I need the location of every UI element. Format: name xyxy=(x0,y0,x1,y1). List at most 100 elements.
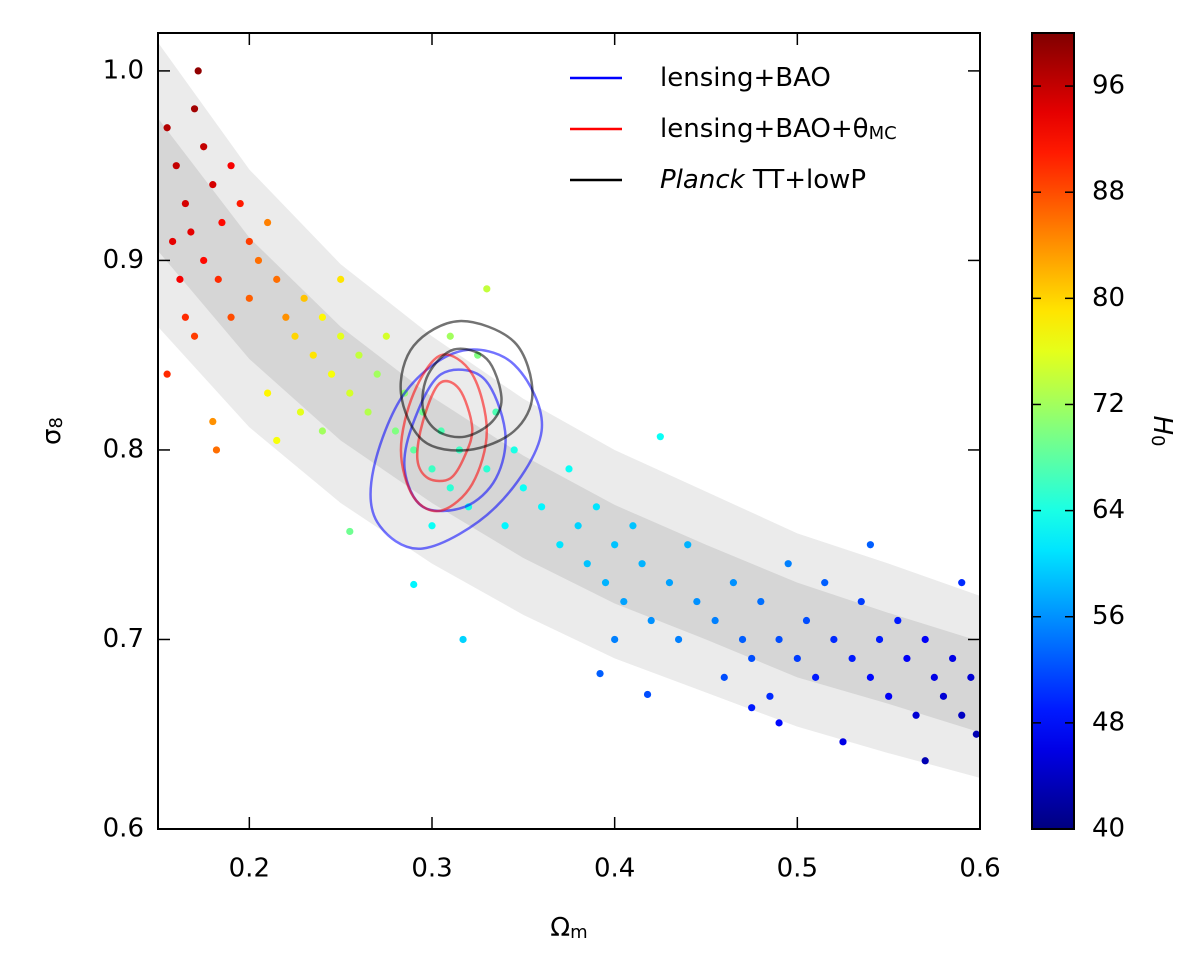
point xyxy=(172,162,180,170)
point xyxy=(812,673,820,681)
point xyxy=(921,635,929,644)
point xyxy=(187,228,195,236)
point xyxy=(355,351,363,359)
colorbar-tick-label: 72 xyxy=(1092,389,1125,419)
point xyxy=(181,313,189,321)
point xyxy=(949,654,957,663)
legend-label: lensing+BAO+θMC xyxy=(660,114,897,145)
y-tick-label: 0.8 xyxy=(103,434,144,464)
point xyxy=(830,635,838,644)
point xyxy=(693,597,701,606)
y-tick-label: 0.9 xyxy=(103,245,144,275)
point xyxy=(337,332,345,340)
point xyxy=(519,484,527,492)
point xyxy=(748,654,756,663)
point xyxy=(318,313,326,321)
point xyxy=(967,673,975,681)
point xyxy=(629,522,637,530)
point xyxy=(245,294,253,302)
point xyxy=(264,218,272,227)
point xyxy=(885,692,893,700)
point xyxy=(318,427,326,435)
point xyxy=(282,313,290,321)
point xyxy=(748,704,756,712)
point xyxy=(711,616,719,625)
point xyxy=(912,711,920,719)
plot-area xyxy=(158,42,980,778)
point xyxy=(656,433,664,441)
point xyxy=(169,237,177,246)
y-axis-label-part: σ xyxy=(37,428,67,444)
colorbar-label-part: H xyxy=(1148,415,1178,435)
y-tick-label: 0.7 xyxy=(103,624,144,654)
legend-label-part: lensing+BAO xyxy=(660,63,831,93)
y-axis-label-part: 8 xyxy=(46,417,67,428)
point xyxy=(428,522,436,530)
colorbar-tick-label: 64 xyxy=(1092,495,1125,525)
point xyxy=(254,256,263,265)
point xyxy=(190,332,199,340)
point xyxy=(565,465,573,473)
point xyxy=(218,218,226,227)
point xyxy=(556,541,564,549)
point xyxy=(212,446,221,454)
point xyxy=(583,560,591,568)
point xyxy=(163,370,171,378)
point xyxy=(538,503,546,511)
point xyxy=(848,654,856,663)
x-axis-label: Ωm xyxy=(550,913,587,944)
point xyxy=(596,669,604,678)
point xyxy=(793,654,801,663)
legend-label-part: TT+lowP xyxy=(745,165,866,195)
point xyxy=(410,446,418,454)
point xyxy=(446,332,454,340)
legend-label-part: MC xyxy=(869,123,897,144)
point xyxy=(638,560,646,568)
point xyxy=(839,738,847,746)
point xyxy=(894,616,902,625)
colorbar xyxy=(1031,32,1075,830)
point xyxy=(291,332,299,340)
y-axis-label: σ8 xyxy=(37,417,68,445)
point xyxy=(501,522,509,530)
contour xyxy=(421,347,503,439)
colorbar-label: H0 xyxy=(1147,415,1178,446)
point xyxy=(428,465,436,473)
point xyxy=(227,313,235,321)
point xyxy=(866,673,875,681)
point xyxy=(821,579,829,587)
colorbar-tick-label: 88 xyxy=(1092,177,1125,207)
point xyxy=(684,541,692,549)
point xyxy=(273,275,281,283)
point xyxy=(729,579,738,587)
point xyxy=(346,527,354,536)
legend-label: Planck TT+lowP xyxy=(660,165,866,195)
point xyxy=(611,541,619,549)
point xyxy=(200,143,208,151)
point xyxy=(163,124,171,132)
point xyxy=(200,256,208,265)
point xyxy=(382,332,390,340)
legend-label-part: Planck xyxy=(660,165,746,195)
x-axis-label-part: m xyxy=(570,922,588,943)
x-tick-label: 0.4 xyxy=(594,854,635,884)
point xyxy=(875,635,884,644)
contour xyxy=(369,348,544,550)
point xyxy=(194,67,202,75)
point xyxy=(738,635,747,644)
point xyxy=(214,275,222,283)
point xyxy=(190,105,199,113)
band xyxy=(158,118,980,733)
contour xyxy=(399,319,534,452)
point xyxy=(391,427,400,435)
point xyxy=(373,370,381,378)
point xyxy=(720,673,728,681)
point xyxy=(574,522,582,530)
point xyxy=(675,635,683,644)
axes-frame xyxy=(157,32,981,830)
point xyxy=(236,199,244,208)
y-tick-label: 1.0 xyxy=(103,55,144,85)
point xyxy=(510,446,518,454)
point xyxy=(327,370,336,378)
